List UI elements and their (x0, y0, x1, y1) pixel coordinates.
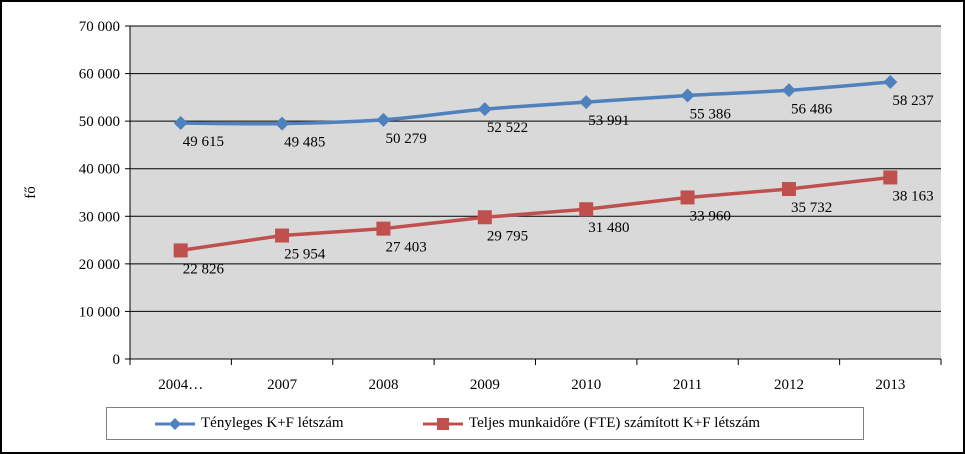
series-1: 49 615 49 485 50 279 52 522 53 991 55 386 56 4… (173, 74, 934, 151)
series-line-2 (180, 175, 891, 253)
x-tick-label: 2012 (774, 377, 804, 393)
data-label: 29 795 (487, 228, 528, 244)
data-label: 52 522 (487, 120, 528, 136)
x-tick-label: 2011 (673, 377, 702, 393)
series-line-1 (180, 80, 891, 126)
data-label: 53 991 (588, 113, 629, 129)
series-2: 22 826 25 954 27 403 29 795 31 480 33 960 35 7… (173, 170, 934, 277)
x-tick-label: 2010 (571, 377, 601, 393)
data-label: 27 403 (385, 240, 426, 256)
legend-label-series-1: Tényleges K+F létszám (201, 415, 344, 431)
legend: Tényleges K+F létszám Teljes munkaidőre … (106, 407, 864, 440)
data-point-diamond (477, 102, 492, 117)
data-point-diamond (275, 116, 290, 131)
data-point-diamond (173, 115, 188, 130)
data-point-square (579, 202, 594, 217)
x-tick-label: 2009 (470, 377, 500, 393)
x-tick-label: 2007 (267, 377, 298, 393)
y-tick-label: 0 (113, 352, 121, 368)
data-point-square (477, 210, 492, 225)
x-tick-labels: 2004… 2007 2008 2009 2010 2011 2012 2013 (158, 377, 905, 393)
data-label: 50 279 (385, 131, 426, 147)
data-point-square (883, 170, 898, 185)
axes (125, 25, 942, 365)
data-label: 49 485 (284, 135, 325, 151)
legend-entry-series-2: Teljes munkaidőre (FTE) számított K+F lé… (421, 408, 760, 439)
y-tick-label: 40 000 (79, 162, 120, 178)
data-label: 31 480 (588, 220, 629, 236)
legend-marker-square-icon (423, 417, 463, 430)
line-chart: 0 10 000 20 000 30 000 40 000 50 000 60 000 70 … (23, 19, 942, 393)
y-tick-label: 60 000 (79, 67, 120, 83)
x-tick-label: 2004… (158, 377, 203, 393)
y-tick-label: 70 000 (79, 19, 120, 35)
legend-label-series-2: Teljes munkaidőre (FTE) számított K+F lé… (469, 415, 761, 431)
data-label: 56 486 (791, 101, 833, 117)
gridlines (130, 25, 941, 312)
data-point-diamond (579, 95, 594, 110)
data-point-diamond (680, 88, 695, 103)
data-label: 49 615 (183, 134, 224, 150)
y-tick-label: 20 000 (79, 257, 120, 273)
data-label: 55 386 (690, 107, 732, 123)
x-tick-label: 2008 (368, 377, 398, 393)
data-point-square (680, 190, 695, 205)
legend-marker-diamond-icon (155, 417, 195, 430)
y-tick-label: 10 000 (79, 304, 120, 320)
data-point-square (376, 221, 391, 236)
data-point-square (275, 228, 290, 243)
y-axis-label: fő (23, 186, 39, 199)
legend-entry-series-1: Tényleges K+F létszám (153, 408, 344, 439)
data-point-diamond (883, 74, 898, 89)
data-label: 25 954 (284, 247, 326, 263)
data-point-square (173, 243, 188, 258)
data-label: 38 163 (892, 188, 933, 204)
data-point-diamond (376, 112, 391, 127)
series: 49 615 49 485 50 279 52 522 53 991 55 386 56 4… (173, 74, 934, 277)
data-label: 33 960 (690, 208, 731, 224)
x-tick-label: 2013 (875, 377, 905, 393)
y-tick-labels: 0 10 000 20 000 30 000 40 000 50 000 60 000 70 … (79, 19, 120, 368)
data-label: 58 237 (892, 93, 934, 109)
plot-area (130, 26, 941, 359)
y-tick-label: 30 000 (79, 209, 120, 225)
data-label: 22 826 (183, 261, 225, 277)
y-tick-label: 50 000 (79, 114, 120, 130)
data-point-diamond (781, 83, 796, 98)
data-label: 35 732 (791, 200, 832, 216)
data-point-square (781, 182, 796, 197)
